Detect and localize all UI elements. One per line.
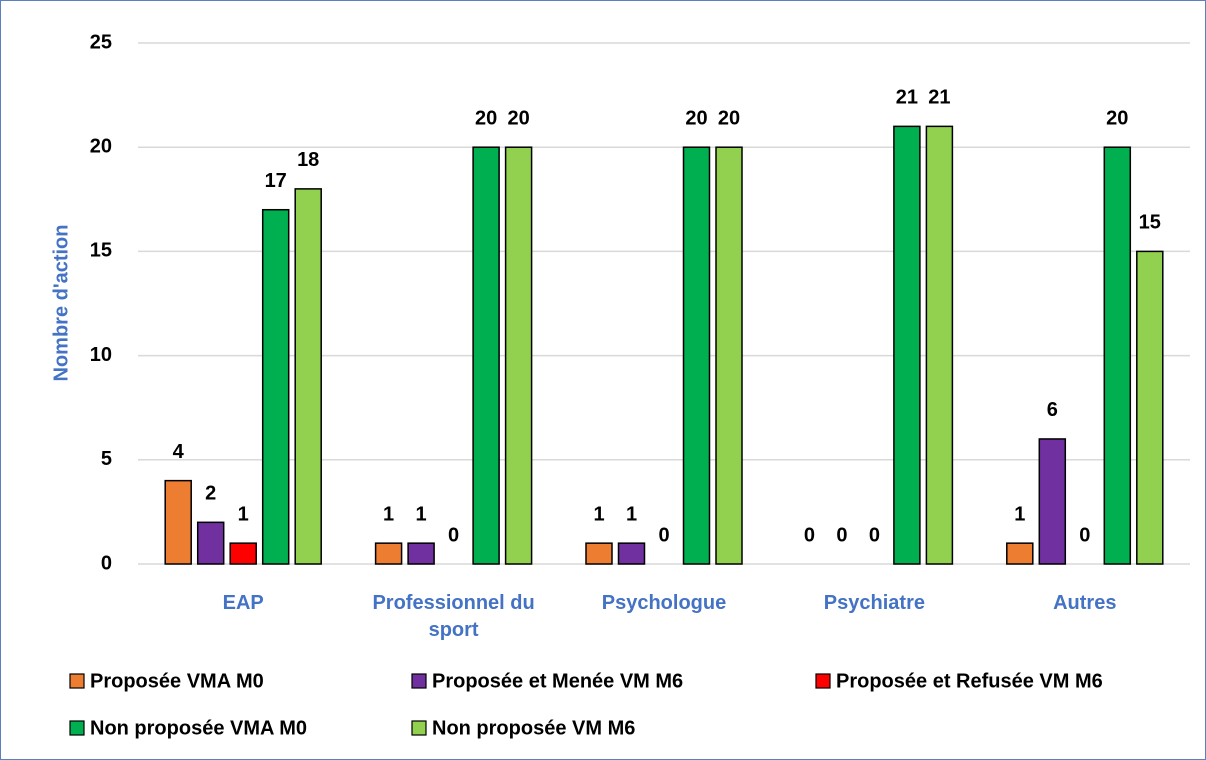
bar: [715, 146, 743, 565]
legend-label: Proposée VMA M0: [90, 670, 264, 692]
bar: [196, 521, 225, 565]
y-axis-title: Nombre d'action: [50, 225, 72, 382]
legend-swatch: [411, 673, 427, 689]
value-label: 1: [238, 503, 249, 525]
value-label: 0: [869, 524, 880, 546]
bar: [925, 125, 954, 565]
value-label: 21: [928, 87, 950, 109]
x-tick-label: Psychologue: [601, 592, 727, 614]
y-tick-label: 20: [90, 135, 112, 157]
value-label: 0: [658, 524, 669, 546]
bar: [1038, 438, 1067, 565]
x-tick-label: Autres: [1053, 592, 1117, 614]
value-label: 0: [1079, 524, 1090, 546]
value-label: 1: [416, 503, 427, 525]
bar: [1103, 146, 1132, 565]
legend-swatch: [815, 673, 831, 689]
value-label: 1: [593, 503, 604, 525]
value-label: 20: [1106, 107, 1128, 129]
value-label: 2: [205, 483, 216, 505]
value-label: 21: [896, 87, 918, 109]
x-tick-label: EAP: [222, 592, 264, 614]
bar: [1006, 542, 1034, 565]
bar: [407, 542, 435, 565]
legend-label: Non proposée VM M6: [432, 717, 635, 739]
legend-swatch: [411, 720, 427, 736]
bar: [893, 125, 921, 565]
bar: [682, 146, 711, 565]
bar: [504, 146, 533, 565]
bar: [294, 188, 322, 565]
bar: [1136, 250, 1164, 565]
value-label: 18: [297, 149, 319, 171]
y-tick-label: 15: [90, 240, 112, 262]
legend-swatch: [69, 673, 85, 689]
value-label: 20: [475, 107, 497, 129]
x-tick-label: Professionnel du sport: [372, 592, 535, 641]
value-label: 4: [173, 441, 185, 463]
value-label: 17: [265, 170, 287, 192]
bar: [261, 208, 290, 565]
value-label: 1: [626, 503, 637, 525]
legend-label: Proposée et Refusée VM M6: [836, 670, 1103, 692]
value-label: 20: [718, 107, 740, 129]
legend-label: Proposée et Menée VM M6: [432, 670, 683, 692]
y-tick-label: 0: [101, 552, 112, 574]
y-tick-label: 10: [90, 344, 112, 366]
x-tick-label: Psychiatre: [823, 592, 925, 614]
value-label: 20: [685, 107, 707, 129]
value-label: 15: [1139, 212, 1161, 234]
bar: [472, 146, 500, 565]
bar: [617, 542, 646, 565]
legend-swatch: [69, 720, 85, 736]
bar: [585, 542, 613, 565]
legend-label: Non proposée VMA M0: [90, 717, 307, 739]
bar: [374, 542, 403, 565]
value-label: 0: [836, 524, 847, 546]
value-label: 1: [383, 503, 394, 525]
bar: [164, 479, 192, 565]
y-tick-label: 25: [90, 31, 112, 53]
value-label: 6: [1047, 399, 1058, 421]
value-label: 20: [507, 107, 529, 129]
value-label: 0: [448, 524, 459, 546]
bar: [229, 542, 257, 565]
value-label: 0: [804, 524, 815, 546]
value-label: 1: [1014, 503, 1025, 525]
y-tick-label: 5: [101, 448, 112, 470]
